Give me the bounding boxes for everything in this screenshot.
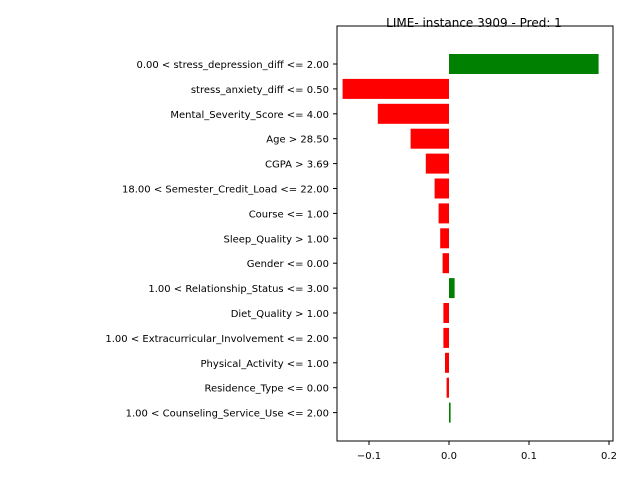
- bar: [434, 178, 449, 199]
- bar: [443, 327, 449, 348]
- chart-title: LIME- instance 3909 - Pred: 1: [386, 16, 562, 30]
- bar: [410, 128, 449, 149]
- y-tick-label: Mental_Severity_Score <= 4.00: [170, 110, 329, 121]
- y-tick-label: Residence_Type <= 0.00: [205, 384, 329, 395]
- bar-group: [342, 54, 599, 423]
- plot-frame: [336, 25, 614, 442]
- bar: [449, 278, 455, 299]
- bar: [446, 377, 449, 398]
- bar: [425, 153, 449, 174]
- y-tick-label: 18.00 < Semester_Credit_Load <= 22.00: [122, 185, 329, 196]
- y-tick-label: 1.00 < Extracurricular_Involvement <= 2.…: [105, 334, 329, 345]
- x-tick-label: 0.1: [521, 451, 537, 462]
- y-tick-label: 1.00 < Relationship_Status <= 3.00: [148, 284, 329, 295]
- bar: [377, 103, 449, 124]
- bar: [443, 303, 449, 323]
- bar: [449, 54, 599, 74]
- y-tick-label: 0.00 < stress_depression_diff <= 2.00: [136, 60, 329, 71]
- y-tick-label: Age > 28.50: [266, 135, 329, 146]
- bar: [342, 78, 449, 99]
- y-tick-label: 1.00 < Counseling_Service_Use <= 2.00: [126, 409, 329, 420]
- x-tick-label: 0.0: [441, 451, 457, 462]
- bar: [442, 253, 449, 274]
- x-axis: −0.1 0.0 0.1 0.2: [357, 441, 617, 462]
- y-tick-label: Gender <= 0.00: [247, 259, 329, 270]
- y-tick-label: CGPA > 3.69: [265, 160, 329, 171]
- bar: [438, 203, 449, 224]
- y-tick-label: stress_anxiety_diff <= 0.50: [191, 85, 329, 96]
- y-tick-label: Sleep_Quality > 1.00: [223, 234, 329, 245]
- bar: [445, 352, 449, 373]
- x-tick-label: −0.1: [357, 451, 381, 462]
- bar: [440, 228, 449, 249]
- y-tick-label: Diet_Quality > 1.00: [231, 309, 329, 320]
- x-tick-label: 0.2: [601, 451, 617, 462]
- y-tick-label: Course <= 1.00: [249, 209, 329, 220]
- y-tick-label: Physical_Activity <= 1.00: [201, 359, 329, 370]
- y-axis: 0.00 < stress_depression_diff <= 2.00 str…: [105, 60, 337, 420]
- bar: [449, 402, 451, 423]
